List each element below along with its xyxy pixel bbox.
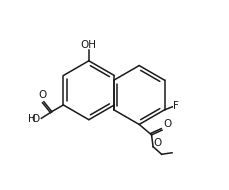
Text: F: F (173, 101, 179, 111)
Text: H: H (28, 114, 36, 124)
Text: O: O (163, 119, 171, 129)
Text: O: O (154, 138, 162, 148)
Text: O: O (39, 90, 47, 100)
Text: OH: OH (81, 40, 97, 50)
Text: O: O (32, 114, 40, 124)
